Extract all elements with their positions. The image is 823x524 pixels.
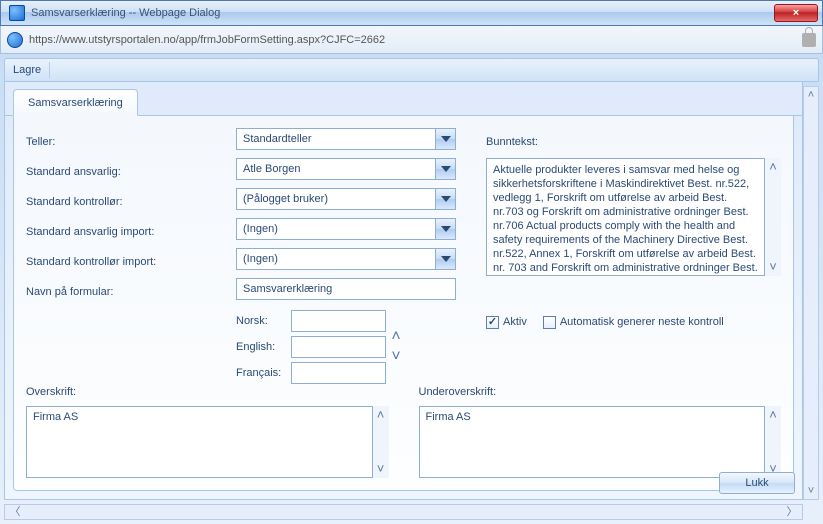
scroll-up-icon[interactable]: ˄ <box>373 406 389 424</box>
select-teller-value: Standardteller <box>237 133 435 145</box>
close-button[interactable]: Lukk <box>719 472 795 494</box>
lang-en-input[interactable] <box>291 336 386 358</box>
window-title: Samsvarserklæring -- Webpage Dialog <box>31 7 774 19</box>
underoverskrift-textarea[interactable]: Firma AS <box>419 406 766 478</box>
dropdown-icon[interactable] <box>435 189 455 209</box>
scroll-down-icon[interactable]: ˅ <box>804 483 818 499</box>
vertical-scrollbar[interactable]: ˄ ˅ <box>803 86 819 500</box>
label-ansvarlig: Standard ansvarlig: <box>26 158 236 186</box>
save-button[interactable]: Lagre <box>13 64 41 76</box>
horizontal-scrollbar[interactable]: 〈 〉 <box>4 504 803 520</box>
lock-icon <box>802 33 816 47</box>
lang-no-input[interactable] <box>291 310 386 332</box>
scroll-right-icon[interactable]: 〉 <box>782 505 802 519</box>
checkbox-aktiv[interactable]: ✓ Aktiv <box>486 316 527 329</box>
select-ansvarlig-import-value: (Ingen) <box>237 223 435 235</box>
check-icon: ✓ <box>488 317 497 327</box>
select-kontrollor[interactable]: (Pålogget bruker) <box>236 188 456 210</box>
address-bar: https://www.utstyrsportalen.no/app/frmJo… <box>0 26 823 54</box>
select-kontrollor-value: (Pålogget bruker) <box>237 193 435 205</box>
window-close-button[interactable]: × <box>774 4 818 22</box>
label-bunntekst: Bunntekst: <box>486 128 781 156</box>
dropdown-icon[interactable] <box>435 249 455 269</box>
scroll-down-icon[interactable]: ˅ <box>373 460 389 478</box>
label-overskrift: Overskrift: <box>26 386 389 406</box>
underoverskrift-scrollbar[interactable]: ˄ ˅ <box>765 406 781 478</box>
url-text[interactable]: https://www.utstyrsportalen.no/app/frmJo… <box>29 34 796 46</box>
overskrift-scrollbar[interactable]: ˄ ˅ <box>373 406 389 478</box>
label-ansvarlig-import: Standard ansvarlig import: <box>26 218 236 246</box>
window-titlebar: Samsvarserklæring -- Webpage Dialog × <box>0 0 823 26</box>
dropdown-icon[interactable] <box>435 219 455 239</box>
scroll-up-icon[interactable]: ˄ <box>765 158 781 176</box>
scroll-up-icon[interactable]: ˄ <box>804 87 818 103</box>
scroll-down-icon[interactable]: ˅ <box>765 258 781 276</box>
scroll-up-icon[interactable]: ˄ <box>765 406 781 424</box>
select-kontrollor-import[interactable]: (Ingen) <box>236 248 456 270</box>
checkbox-aktiv-label: Aktiv <box>503 316 527 328</box>
bunntekst-textarea[interactable]: Aktuelle produkter leveres i samsvar med… <box>486 158 765 276</box>
label-lang-fr: Français: <box>236 367 291 379</box>
label-underoverskrift: Underoverskrift: <box>419 386 782 406</box>
select-ansvarlig[interactable]: Atle Borgen <box>236 158 456 180</box>
ie-icon <box>7 32 23 48</box>
main-panel: Teller: Standardteller Bunntekst: Standa… <box>13 116 794 491</box>
dropdown-icon[interactable] <box>435 159 455 179</box>
label-teller: Teller: <box>26 128 236 156</box>
select-ansvarlig-value: Atle Borgen <box>237 163 435 175</box>
tab-strip: Samsvarserklæring <box>5 88 802 116</box>
toolbar-separator <box>49 62 50 78</box>
lang-up-icon[interactable]: ˄ <box>391 330 400 344</box>
label-lang-no: Norsk: <box>236 315 291 327</box>
label-kontrollor: Standard kontrollør: <box>26 188 236 216</box>
checkbox-auto[interactable]: Automatisk generer neste kontroll <box>543 316 724 329</box>
toolbar: Lagre <box>4 58 819 82</box>
overskrift-textarea[interactable]: Firma AS <box>26 406 373 478</box>
checkbox-auto-label: Automatisk generer neste kontroll <box>560 316 724 328</box>
select-teller[interactable]: Standardteller <box>236 128 456 150</box>
select-kontrollor-import-value: (Ingen) <box>237 253 435 265</box>
dropdown-icon[interactable] <box>435 129 455 149</box>
ie-icon <box>9 5 25 21</box>
lang-down-icon[interactable]: ˅ <box>391 350 400 364</box>
bunntekst-scrollbar[interactable]: ˄ ˅ <box>765 158 781 276</box>
select-ansvarlig-import[interactable]: (Ingen) <box>236 218 456 240</box>
lang-fr-input[interactable] <box>291 362 386 384</box>
label-lang-en: English: <box>236 341 291 353</box>
navn-input[interactable] <box>236 278 456 300</box>
scroll-left-icon[interactable]: 〈 <box>5 505 25 519</box>
label-kontrollor-import: Standard kontrollør import: <box>26 248 236 276</box>
tab-samsvar[interactable]: Samsvarserklæring <box>13 89 138 116</box>
label-navn: Navn på formular: <box>26 278 236 306</box>
